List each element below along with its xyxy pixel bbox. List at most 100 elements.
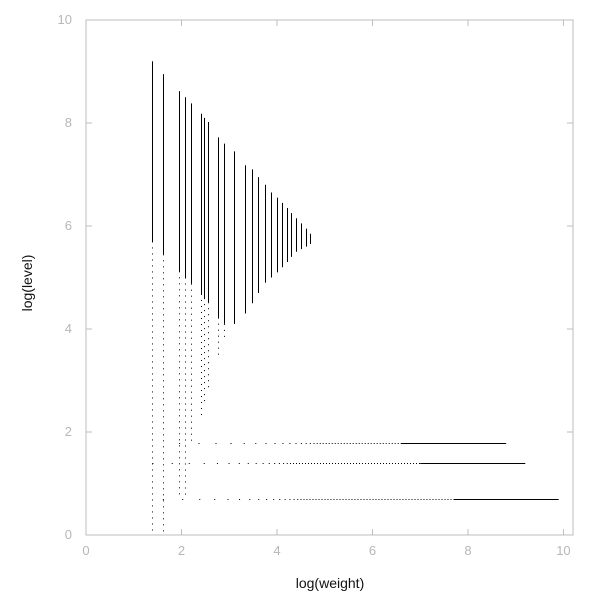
data-point [321,499,323,500]
data-point [342,499,344,500]
data-point [376,443,378,444]
data-point [185,451,186,453]
data-point [163,488,164,490]
data-point [306,499,308,500]
data-point [283,463,285,464]
x-tick-label: 4 [273,543,280,558]
y-axis-label: log(level) [19,255,35,312]
data-point [391,443,393,444]
data-point [201,395,202,397]
data-point [409,463,411,464]
data-point [152,481,153,483]
data-point [163,356,164,358]
data-point [201,341,202,343]
data-point [152,409,153,411]
data-point [394,443,396,444]
data-point [163,494,164,496]
data-point [313,443,315,444]
data-point [340,443,342,444]
data-point [185,367,186,369]
data-point [163,410,164,412]
data-point [349,463,351,464]
data-point [227,499,229,500]
data-point [415,463,417,464]
data-point [208,314,209,316]
data-point [372,499,374,500]
data-point [163,332,164,334]
data-point [152,319,153,321]
data-point [201,389,202,391]
data-point [313,463,315,464]
data-point [152,355,153,357]
data-point [152,379,153,381]
data-point [274,463,276,464]
data-point [163,350,164,352]
data-point [182,499,184,500]
data-point [352,463,354,464]
y-tick-label: 8 [65,115,72,130]
data-point [208,386,209,388]
data-point [163,422,164,424]
data-point [179,403,180,405]
data-point [185,439,186,441]
data-point [397,463,399,464]
data-point [331,443,333,444]
data-point [426,499,428,500]
data-point [185,481,186,483]
data-point [163,254,164,256]
data-point [208,362,209,364]
data-point [303,499,305,500]
data-point [163,290,164,292]
data-point [298,463,300,464]
data-point [179,355,180,357]
data-point [370,463,372,464]
data-point [391,463,393,464]
data-point [402,499,404,500]
data-point [310,463,312,464]
data-point [163,368,164,370]
data-point [179,445,180,447]
data-point [438,499,440,500]
x-tick-label: 8 [464,543,471,558]
data-point [204,298,205,300]
data-point [152,331,153,333]
data-point [300,443,302,444]
data-point [301,463,303,464]
plot-frame [85,19,574,536]
data-point [201,407,202,409]
data-point [185,403,186,405]
data-point [376,463,378,464]
data-point [179,469,180,471]
data-point [292,463,294,464]
y-tick-label: 2 [65,424,72,439]
data-point [185,337,186,339]
data-point [191,439,192,441]
data-point [185,319,186,321]
data-point [179,313,180,315]
data-point [382,463,384,464]
data-point [185,349,186,351]
data-point [163,326,164,328]
data-point [191,319,192,321]
data-point [185,283,186,285]
data-point [162,499,164,500]
data-point [351,499,353,500]
data-point [201,311,202,313]
data-point [346,463,348,464]
data-point [191,343,192,345]
data-point [191,331,192,333]
data-point [340,463,342,464]
data-point [163,518,164,520]
data-point [152,403,153,405]
data-point [191,301,192,303]
data-point [179,331,180,333]
data-point [355,463,357,464]
y-tick-label: 0 [65,527,72,542]
data-point [369,499,371,500]
data-point [201,293,202,295]
data-point [201,305,202,307]
x-tick-label: 10 [556,543,570,558]
data-point [373,463,375,464]
data-point [387,499,389,500]
data-point [201,359,202,361]
